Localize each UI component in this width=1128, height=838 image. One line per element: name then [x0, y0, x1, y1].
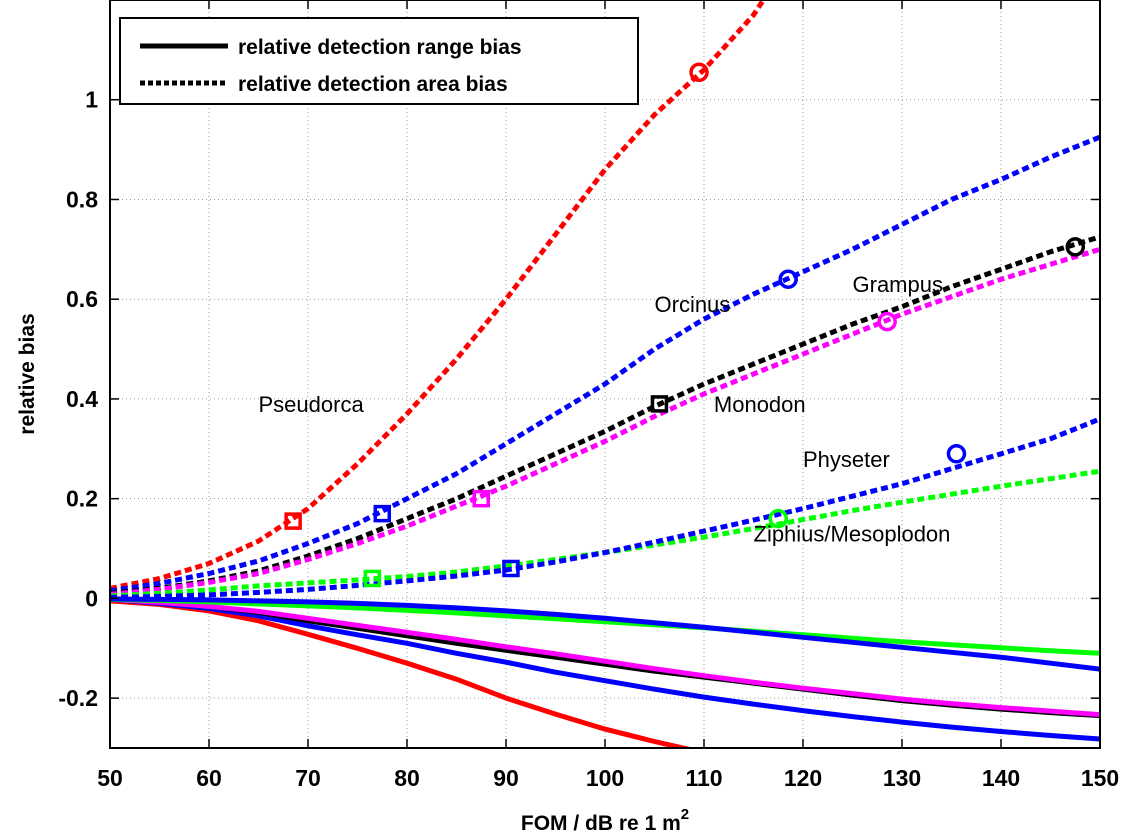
legend-entry-area: relative detection area bias — [238, 73, 508, 96]
x-tick-label: 120 — [784, 765, 822, 791]
x-tick-label: 60 — [196, 765, 222, 791]
y-tick-label: 0.2 — [66, 486, 98, 512]
x-tick-label: 110 — [685, 765, 722, 791]
x-tick-label: 150 — [1081, 765, 1119, 791]
x-tick-label: 130 — [883, 765, 921, 791]
legend-entry-range: relative detection range bias — [238, 36, 522, 59]
x-tick-label: 90 — [493, 765, 519, 791]
annotation-label: Orcinus — [655, 292, 731, 317]
x-tick-label: 80 — [394, 765, 420, 791]
x-tick-label: 100 — [586, 765, 624, 791]
x-tick-label: 50 — [97, 765, 123, 791]
annotation-label: Monodon — [714, 392, 806, 417]
y-tick-label: -0.2 — [58, 685, 98, 711]
y-tick-label: 0.8 — [66, 186, 98, 212]
y-tick-label: 0.4 — [66, 386, 98, 412]
x-axis-label-superscript: 2 — [681, 806, 689, 823]
y-tick-label: 0 — [85, 585, 98, 611]
x-axis-label: FOM / dB re 1 m2 — [521, 806, 689, 835]
x-axis-label-main: FOM / dB re 1 m — [521, 812, 681, 835]
annotation-label: Physeter — [803, 447, 890, 472]
annotation-label: Pseudorca — [259, 392, 365, 417]
annotation-label: Ziphius/Mesoplodon — [754, 522, 951, 547]
x-tick-label: 140 — [982, 765, 1020, 791]
legend: relative detection range bias relative d… — [120, 18, 638, 104]
y-axis-label: relative bias — [16, 313, 39, 434]
annotation-label: Grampus — [853, 272, 943, 297]
y-tick-label: 0.6 — [66, 286, 98, 312]
y-tick-label: 1 — [85, 87, 98, 113]
x-tick-label: 70 — [295, 765, 321, 791]
